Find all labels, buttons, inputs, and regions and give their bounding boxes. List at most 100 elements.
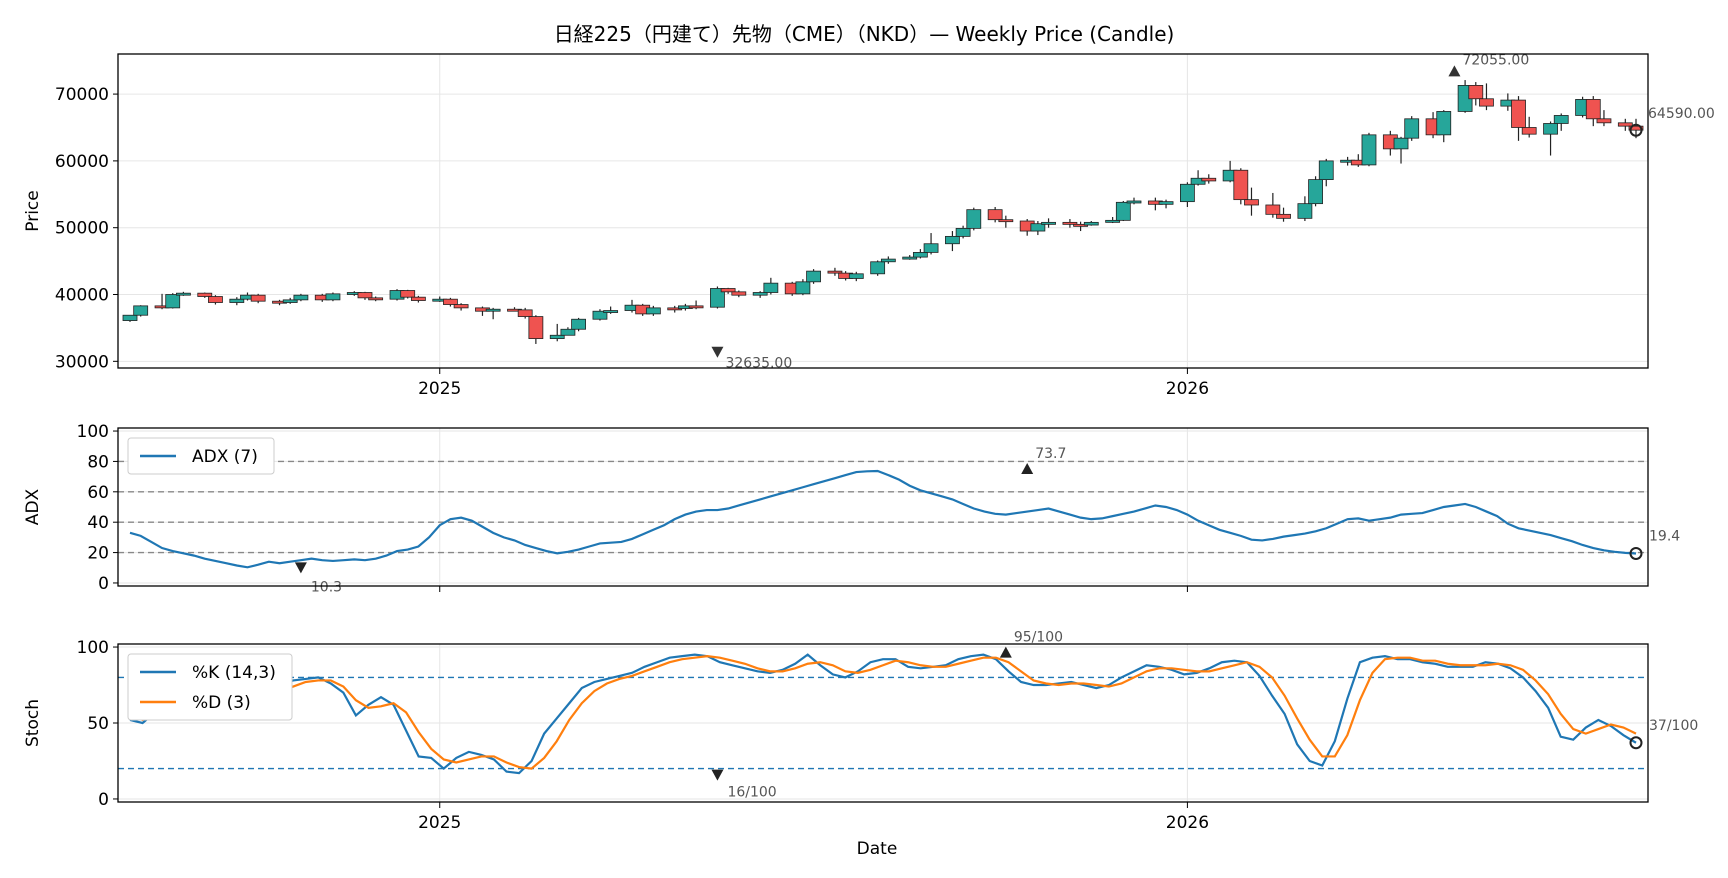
y-tick-label: 0	[98, 790, 109, 810]
max-label: 73.7	[1035, 446, 1066, 462]
d-line	[129, 655, 1637, 770]
candle-body	[528, 316, 544, 340]
candle-body	[485, 308, 501, 312]
candle-body	[720, 288, 736, 293]
candle-body	[1105, 219, 1121, 223]
y-tick-label: 70000	[55, 85, 109, 105]
last-label: 19.4	[1649, 528, 1680, 544]
y-tick-label: 60000	[55, 152, 109, 172]
candle-body	[1233, 169, 1249, 201]
candle-body	[229, 298, 245, 303]
stoch-panel: 95/100 16/100 37/100 %K (14,3) %D (3) 0 50 100 S…	[23, 630, 1698, 833]
y-tick-label: 20	[87, 544, 109, 564]
candle-body	[1585, 99, 1601, 120]
plot-frame	[117, 427, 1649, 587]
candle-body	[870, 261, 886, 275]
candle-body	[1244, 199, 1259, 206]
candle-body	[752, 292, 768, 296]
high-marker	[1448, 65, 1461, 77]
candle-body	[1617, 122, 1633, 127]
legend-label-d: %D (3)	[192, 693, 251, 713]
candle-body	[197, 292, 213, 297]
candle-body	[966, 209, 982, 229]
candle-body	[827, 270, 843, 274]
x-tick-label: 2026	[1166, 813, 1209, 833]
y-axis-label: Price	[23, 190, 43, 231]
y-tick-label: 60	[87, 483, 109, 503]
chart-title: 日経225（円建て）先物（CME）（NKD）— Weekly Price (Ca…	[554, 22, 1175, 46]
candle-body	[549, 334, 565, 340]
k-line	[129, 653, 1637, 775]
x-axis-label: Date	[857, 839, 898, 859]
candle-body	[133, 305, 149, 316]
candle-body	[912, 252, 928, 258]
candle-body	[955, 227, 971, 237]
candle-body	[282, 299, 298, 303]
min-marker	[294, 562, 307, 574]
candle-body	[1180, 183, 1195, 203]
legend-box	[127, 653, 293, 721]
candle-body	[1126, 200, 1142, 204]
candle-body	[571, 318, 586, 330]
high-label: 72055.00	[1462, 52, 1529, 68]
y-tick-label: 40000	[55, 286, 109, 306]
legend-box	[127, 437, 275, 475]
candle-body	[1436, 111, 1452, 136]
max-marker	[999, 646, 1012, 658]
candle-body	[325, 293, 341, 301]
candle-body	[1265, 204, 1281, 215]
legend-label: ADX (7)	[192, 447, 258, 467]
candle-body	[848, 273, 864, 279]
x-tick-label: 2025	[418, 379, 461, 399]
y-tick-label: 0	[98, 574, 109, 594]
candle-body	[945, 235, 960, 245]
candle-body	[165, 294, 181, 309]
y-tick-label: 80	[87, 452, 109, 472]
y-tick-label: 100	[77, 638, 109, 658]
last-label: 37/100	[1649, 718, 1698, 734]
last-label: 64590.00	[1648, 106, 1715, 122]
candle-body	[368, 297, 384, 301]
candle-body	[806, 270, 821, 283]
candle-body	[923, 243, 939, 253]
candle-body	[122, 314, 138, 321]
y-axis-label: ADX	[23, 488, 43, 525]
candle-body	[880, 258, 896, 263]
last-marker	[1629, 546, 1643, 560]
max-marker	[1021, 462, 1034, 474]
y-tick-label: 40	[87, 513, 109, 533]
low-label: 32635.00	[725, 356, 792, 372]
legend-label-k: %K (14,3)	[192, 663, 276, 683]
candle-body	[357, 292, 373, 299]
legend: %K (14,3) %D (3)	[127, 653, 293, 721]
candle-body	[987, 209, 1003, 221]
candle-body	[453, 304, 469, 309]
candle-body	[1393, 137, 1409, 150]
candle-body	[1543, 123, 1558, 135]
x-tick-label: 2026	[1166, 379, 1209, 399]
low-marker	[711, 346, 724, 358]
candle-body	[902, 256, 918, 260]
candle-body	[1468, 85, 1484, 100]
candle-body	[443, 298, 458, 305]
y-tick-label: 50	[87, 714, 109, 734]
candle-body	[1276, 213, 1291, 219]
candle-body	[1479, 98, 1494, 107]
plot-frame	[117, 53, 1649, 369]
candle-body	[1511, 99, 1526, 128]
candle-body	[645, 307, 661, 315]
candle-body	[592, 310, 608, 320]
candle-body	[400, 290, 416, 298]
last-marker	[1629, 736, 1643, 750]
adx-line	[129, 469, 1637, 569]
candle-body	[1521, 127, 1537, 135]
max-label: 95/100	[1014, 630, 1063, 646]
candle-body	[710, 288, 725, 308]
candle-body	[1115, 201, 1131, 221]
candle-body	[688, 305, 704, 309]
candle-body	[1628, 125, 1644, 131]
candle-body	[1404, 118, 1420, 139]
candle-body	[1083, 221, 1099, 226]
candle-body	[1041, 221, 1056, 225]
